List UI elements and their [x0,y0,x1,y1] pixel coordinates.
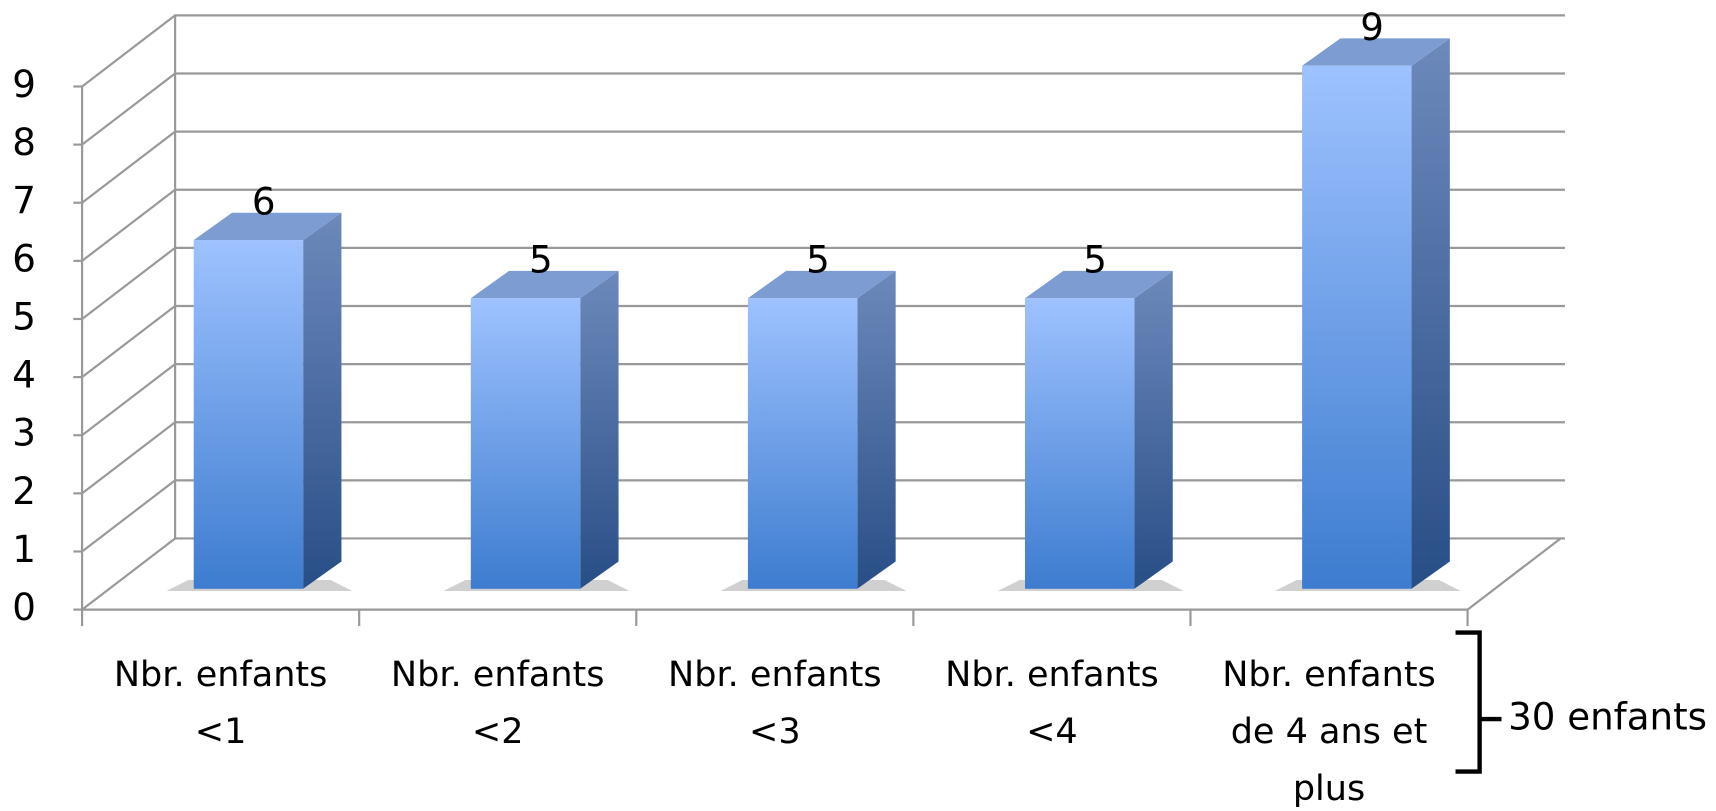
bar-top [1302,38,1450,66]
bar-top [747,270,896,299]
y-tick-label: 7 [12,178,36,222]
value-label: 5 [529,238,553,282]
bar [166,212,353,591]
bracket [1455,630,1502,774]
bar-front [1302,65,1412,589]
grid-line [81,188,1565,262]
bar-front [193,240,304,589]
bar-side [580,270,619,589]
x-tick-label: Nbr. enfants <1 [113,653,328,752]
y-tick-label: 9 [12,62,36,106]
grid-line [81,14,1565,88]
grid-line [81,72,1565,146]
y-tick-label: 4 [12,353,36,397]
bar-top [193,212,342,241]
bar [1274,38,1461,591]
bar-side [857,270,896,589]
bar-side [1411,38,1450,589]
x-tick-label: Nbr. enfants <4 [945,653,1159,752]
bar-top [470,270,619,299]
x-label-box: Nbr. enfants de 4 ans et plus [1222,653,1436,809]
bar [720,270,907,591]
annotation: 30 enfants [1508,695,1707,739]
floor [82,537,1562,611]
x-tick-label: Nbr. enfants <3 [668,653,882,752]
y-tick-label: 1 [12,527,36,571]
y-tick-label: 2 [12,469,36,513]
bar-top [1025,270,1173,299]
grid-line [81,246,1565,320]
bars: 6 5 5 5 9 [166,5,1461,591]
x-label-box: Nbr. enfants <3 [668,653,882,752]
x-label-box: Nbr. enfants <4 [945,653,1159,752]
x-label-box: Nbr. enfants <1 [113,653,328,752]
value-label: 6 [252,179,276,223]
value-label: 5 [1083,238,1107,282]
bar [443,270,630,591]
bar-front [1025,298,1135,589]
y-tick-label: 6 [12,236,36,280]
bar-front [747,298,858,589]
value-label: 9 [1360,5,1384,49]
value-label: 5 [806,238,830,282]
bar-side [1134,270,1173,589]
bar-front [470,298,581,589]
bar [997,270,1184,591]
bar-side [303,212,342,589]
x-tick-label: Nbr. enfants de 4 ans et plus [1222,653,1436,809]
grid-line [81,130,1565,204]
x-label-box: Nbr. enfants <2 [390,653,605,752]
y-tick-label: 8 [12,120,36,164]
x-tick-label: Nbr. enfants <2 [390,653,605,752]
y-tick-label: 3 [12,411,36,455]
y-tick-label: 0 [12,585,36,629]
y-tick-label: 5 [12,294,36,338]
